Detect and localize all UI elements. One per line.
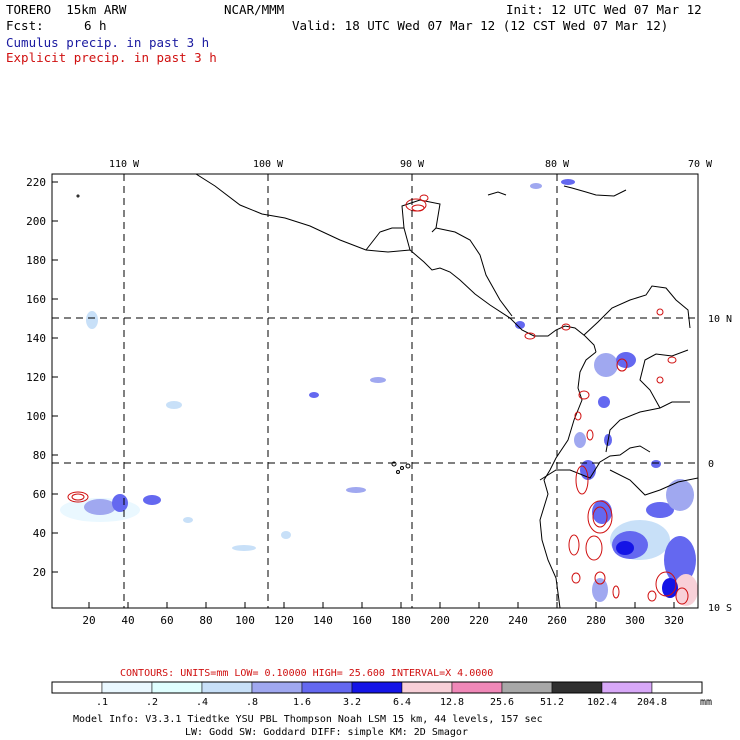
axis-ticks <box>52 181 675 608</box>
organization: NCAR/MMM <box>224 2 285 17</box>
model-info-line1: Model Info: V3.3.1 Tiedtke YSU PBL Thomp… <box>73 714 543 725</box>
model-title: TORERO 15km ARW <box>6 2 127 17</box>
x-tick-label: 80 <box>199 614 212 627</box>
y-tick-label: 180 <box>26 254 46 267</box>
y-tick-label: 60 <box>33 488 46 501</box>
colorbar-swatch <box>401 681 453 694</box>
colorbar-label: 204.8 <box>637 697 667 708</box>
x-tick-label: 100 <box>235 614 255 627</box>
lon-label-110w: 110 W <box>109 159 140 170</box>
x-tick-label: 240 <box>508 614 528 627</box>
x-tick-label: 320 <box>664 614 684 627</box>
lon-label-80w: 80 W <box>545 159 570 170</box>
x-tick-label: 300 <box>625 614 645 627</box>
x-tick-label: 120 <box>274 614 294 627</box>
y-tick-label: 80 <box>33 449 46 462</box>
map-frame <box>51 173 699 609</box>
coastlines <box>76 174 698 608</box>
colorbar-label: 12.8 <box>440 697 464 708</box>
colorbar-swatch <box>651 681 703 694</box>
x-tick-label: 20 <box>82 614 95 627</box>
colorbar-swatch <box>301 681 353 694</box>
valid-time: Valid: 18 UTC Wed 07 Mar 12 (12 CST Wed … <box>292 18 669 33</box>
map-area <box>52 174 698 608</box>
colorbar-label: .4 <box>196 697 208 708</box>
field-cumulus-precip: Cumulus precip. in past 3 h <box>6 35 210 50</box>
colorbar-label: 102.4 <box>587 697 617 708</box>
x-tick-label: 200 <box>430 614 450 627</box>
x-tick-label: 260 <box>547 614 567 627</box>
y-tick-label: 100 <box>26 410 46 423</box>
lat-lon-grid <box>52 174 698 608</box>
y-tick-label: 140 <box>26 332 46 345</box>
init-time: Init: 12 UTC Wed 07 Mar 12 <box>506 2 702 17</box>
forecast-label: Fcst: <box>6 18 44 33</box>
field-explicit-precip: Explicit precip. in past 3 h <box>6 50 217 65</box>
cumulus-precip-shading <box>60 179 698 606</box>
x-tick-label: 160 <box>352 614 372 627</box>
colorbar-swatch <box>551 681 603 694</box>
colorbar-swatch <box>351 681 403 694</box>
lon-label-70w: 70 W <box>688 159 713 170</box>
x-tick-label: 180 <box>391 614 411 627</box>
colorbar-label: 6.4 <box>393 697 411 708</box>
lat-label-10n: 10 N <box>708 314 732 325</box>
colorbar-label: 51.2 <box>540 697 564 708</box>
lon-label-90w: 90 W <box>400 159 425 170</box>
y-tick-label: 120 <box>26 371 46 384</box>
lon-label-100w: 100 W <box>253 159 284 170</box>
explicit-precip-contours <box>67 194 689 605</box>
colorbar-swatch <box>501 681 553 694</box>
x-tick-label: 40 <box>121 614 134 627</box>
colorbar-label: 3.2 <box>343 697 361 708</box>
x-tick-label: 140 <box>313 614 333 627</box>
y-tick-label: 160 <box>26 293 46 306</box>
lat-label-0: 0 <box>708 459 714 470</box>
colorbar-label: .2 <box>146 697 158 708</box>
model-info-line2: LW: Godd SW: Goddard DIFF: simple KM: 2D… <box>185 727 468 738</box>
forecast-hour: 6 h <box>84 18 107 33</box>
y-tick-label: 220 <box>26 176 46 189</box>
colorbar-swatch <box>101 681 153 694</box>
y-tick-label: 20 <box>33 566 46 579</box>
x-tick-label: 280 <box>586 614 606 627</box>
y-tick-label: 200 <box>26 215 46 228</box>
colorbar-label: .1 <box>96 697 108 708</box>
y-tick-label: 40 <box>33 527 46 540</box>
x-tick-label: 220 <box>469 614 489 627</box>
colorbar-swatch <box>451 681 503 694</box>
x-tick-label: 60 <box>160 614 173 627</box>
colorbar-swatch <box>201 681 253 694</box>
colorbar-swatch <box>601 681 653 694</box>
lat-label-10s: 10 S <box>708 603 732 614</box>
colorbar-unit: mm <box>700 697 712 708</box>
colorbar-swatch <box>51 681 103 694</box>
colorbar <box>51 681 703 694</box>
contour-info: CONTOURS: UNITS=mm LOW= 0.10000 HIGH= 25… <box>120 668 493 679</box>
colorbar-swatch <box>251 681 303 694</box>
colorbar-label: 1.6 <box>293 697 311 708</box>
colorbar-label: 25.6 <box>490 697 514 708</box>
colorbar-label: .8 <box>246 697 258 708</box>
colorbar-swatch <box>151 681 203 694</box>
